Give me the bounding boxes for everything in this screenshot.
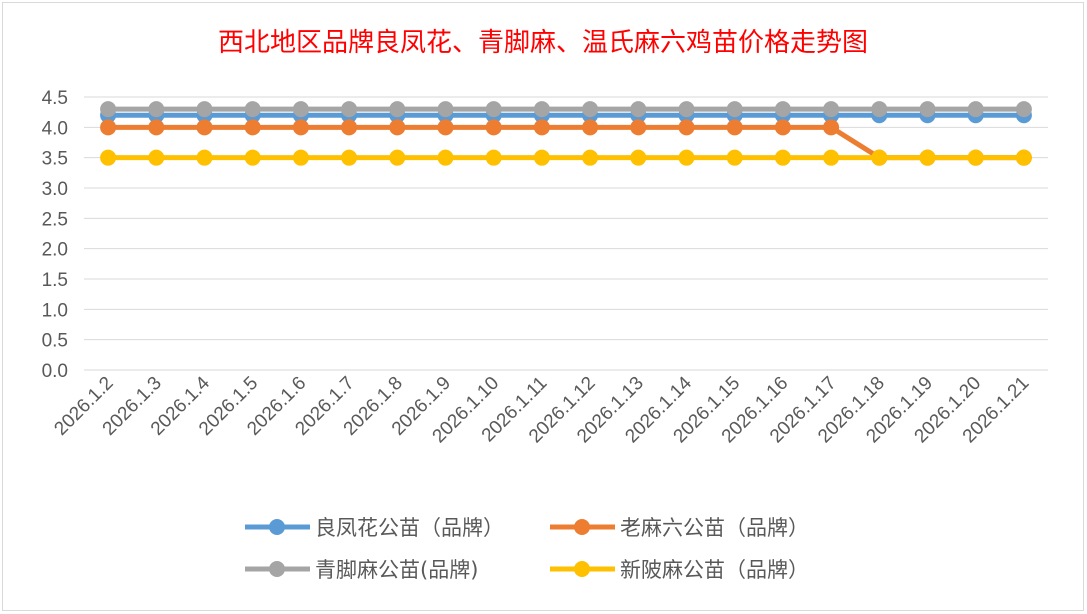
data-point — [148, 119, 165, 136]
data-point — [533, 101, 550, 118]
data-point — [871, 101, 888, 118]
y-tick-label: 1.0 — [42, 300, 68, 321]
data-point — [726, 101, 743, 118]
data-point — [1015, 149, 1032, 166]
data-point — [630, 101, 647, 118]
data-point — [630, 119, 647, 136]
data-point — [774, 149, 791, 166]
data-point — [630, 149, 647, 166]
data-point — [292, 101, 309, 118]
data-point — [582, 119, 599, 136]
data-point — [582, 101, 599, 118]
data-point — [967, 101, 984, 118]
legend-label: 新陂麻公苗（品牌） — [620, 558, 809, 582]
legend-marker — [269, 561, 285, 577]
legend-label: 青脚麻公苗(品牌) — [315, 558, 478, 582]
data-point — [437, 101, 454, 118]
legend-label: 老麻六公苗（品牌） — [620, 516, 809, 540]
y-tick-label: 1.5 — [42, 270, 68, 291]
data-point — [485, 149, 502, 166]
data-point — [196, 119, 213, 136]
data-point — [678, 101, 695, 118]
data-point — [871, 149, 888, 166]
data-point — [100, 149, 117, 166]
data-point — [244, 149, 261, 166]
data-point — [485, 119, 502, 136]
data-point — [774, 101, 791, 118]
data-point — [100, 119, 117, 136]
legend-marker — [269, 519, 285, 535]
data-point — [726, 119, 743, 136]
data-point — [244, 119, 261, 136]
data-point — [292, 149, 309, 166]
data-point — [533, 149, 550, 166]
data-point — [919, 101, 936, 118]
data-point — [196, 101, 213, 118]
legend-marker — [574, 519, 590, 535]
data-point — [341, 119, 358, 136]
data-point — [196, 149, 213, 166]
data-point — [389, 119, 406, 136]
data-point — [582, 149, 599, 166]
data-point — [485, 101, 502, 118]
data-point — [678, 149, 695, 166]
data-point — [100, 101, 117, 118]
data-point — [244, 101, 261, 118]
data-point — [967, 149, 984, 166]
data-point — [148, 149, 165, 166]
data-point — [533, 119, 550, 136]
data-point — [437, 119, 454, 136]
legend-label: 良凤花公苗（品牌） — [315, 516, 504, 540]
y-tick-label: 3.0 — [42, 179, 68, 200]
data-point — [341, 101, 358, 118]
data-point — [292, 119, 309, 136]
data-point — [678, 119, 695, 136]
data-point — [774, 119, 791, 136]
y-tick-label: 3.5 — [42, 149, 68, 170]
y-tick-label: 4.0 — [42, 118, 68, 139]
y-tick-label: 4.5 — [42, 88, 68, 109]
y-tick-label: 0.5 — [42, 331, 68, 352]
y-tick-label: 2.0 — [42, 240, 68, 261]
data-point — [726, 149, 743, 166]
chart-title: 西北地区品牌良凤花、青脚麻、温氏麻六鸡苗价格走势图 — [218, 28, 868, 57]
data-point — [919, 149, 936, 166]
data-point — [823, 149, 840, 166]
y-tick-label: 0.0 — [42, 361, 68, 382]
data-point — [437, 149, 454, 166]
y-tick-label: 2.5 — [42, 209, 68, 230]
data-point — [148, 101, 165, 118]
data-point — [823, 101, 840, 118]
data-point — [341, 149, 358, 166]
data-point — [1015, 101, 1032, 118]
series-line — [108, 124, 1024, 161]
data-point — [389, 149, 406, 166]
data-point — [823, 119, 840, 136]
legend-marker — [574, 561, 590, 577]
data-point — [389, 101, 406, 118]
